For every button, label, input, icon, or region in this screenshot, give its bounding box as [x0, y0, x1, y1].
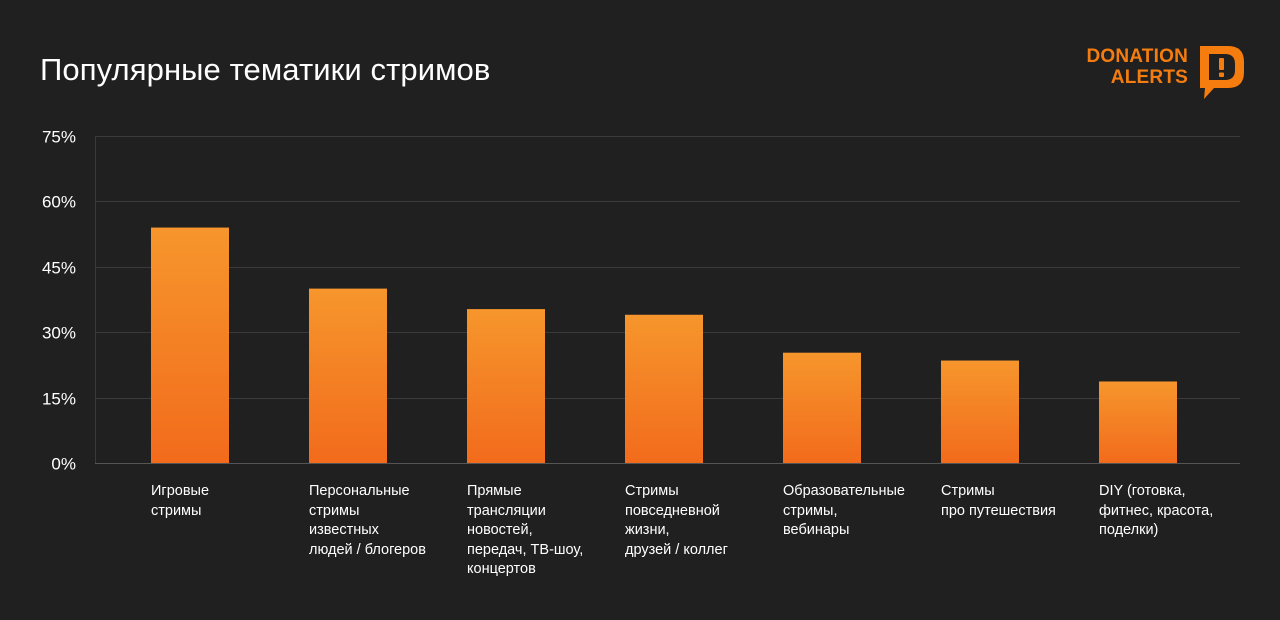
x-category-label: Стримы про путешествия [941, 483, 1056, 519]
bar [941, 360, 1019, 463]
x-category-label: Образовательные стримы, вебинары [783, 483, 905, 538]
logo-line-1: DONATION [1086, 46, 1188, 67]
x-category-label: Игровые стримы [151, 483, 210, 519]
exclamation-bubble-icon [1200, 46, 1244, 99]
y-tick-label: 30% [42, 324, 76, 343]
y-tick-label: 60% [42, 193, 76, 212]
chart-title: Популярные тематики стримов [40, 52, 491, 87]
y-tick-label: 45% [42, 259, 76, 278]
bar [625, 314, 703, 463]
x-category-label: Персональные стримы известных людей / бл… [309, 483, 426, 558]
bar [467, 309, 545, 463]
x-category-label: Стримы повседневной жизни, друзей / колл… [625, 483, 728, 558]
logo-line-2: ALERTS [1110, 67, 1188, 88]
bars [151, 227, 1177, 463]
y-tick-label: 15% [42, 390, 76, 409]
y-axis-ticks: 0% 15% 30% 45% 60% 75% [42, 128, 76, 474]
bar [1099, 381, 1177, 463]
donation-alerts-logo: DONATION ALERTS [1074, 44, 1246, 100]
x-category-label: Прямые трансляции новостей, передач, ТВ-… [467, 483, 584, 577]
y-tick-label: 0% [51, 455, 76, 474]
y-tick-label: 75% [42, 128, 76, 147]
x-category-label: DIY (готовка, фитнес, красота, поделки) [1099, 483, 1214, 538]
bar [783, 352, 861, 463]
bar [309, 288, 387, 463]
bar [151, 227, 229, 463]
logo-text: DONATION ALERTS [1086, 46, 1188, 88]
